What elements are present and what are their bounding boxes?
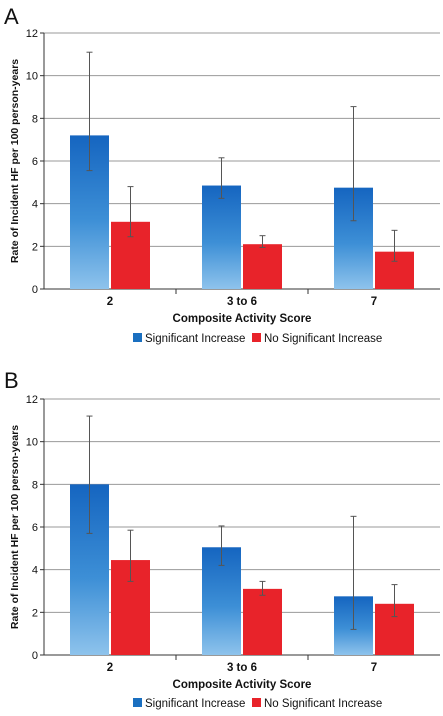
legend-label: Significant Increase bbox=[145, 698, 245, 710]
legend-swatch bbox=[133, 333, 142, 342]
x-axis-label: Composite Activity Score bbox=[173, 313, 312, 325]
category-label: 2 bbox=[107, 662, 113, 674]
category-label: 3 to 6 bbox=[227, 662, 257, 674]
y-tick-label: 4 bbox=[32, 199, 38, 211]
y-tick-label: 10 bbox=[26, 71, 38, 83]
y-axis-label: Rate of Incident HF per 100 person-years bbox=[9, 59, 21, 263]
y-tick-label: 12 bbox=[26, 28, 38, 40]
y-tick-label: 2 bbox=[32, 241, 38, 253]
legend-swatch bbox=[252, 698, 261, 707]
chart-panel-b: B 0 2 4 6 8 10 12 2 3 to 6 7 Rate of Incident HF pe… bbox=[4, 368, 440, 710]
legend: Significant Increase No Significant Incre… bbox=[133, 333, 382, 345]
y-tick-label: 12 bbox=[26, 394, 38, 406]
panel-letter: A bbox=[4, 4, 19, 29]
y-tick-label: 4 bbox=[32, 565, 38, 577]
bar-no-significant bbox=[243, 244, 282, 289]
legend-label: No Significant Increase bbox=[264, 698, 382, 710]
category-label: 3 to 6 bbox=[227, 296, 257, 308]
panel-letter: B bbox=[4, 368, 19, 393]
category-label: 2 bbox=[107, 296, 113, 308]
x-axis-label: Composite Activity Score bbox=[173, 679, 312, 691]
y-tick-label: 6 bbox=[32, 156, 38, 168]
legend-label: No Significant Increase bbox=[264, 333, 382, 345]
bar-no-significant bbox=[243, 588, 282, 655]
legend-label: Significant Increase bbox=[145, 333, 245, 345]
category-label: 7 bbox=[371, 296, 377, 308]
y-tick-label: 6 bbox=[32, 522, 38, 534]
chart-panel-a: A 0 2 4 6 8 10 12 2 3 to 6 7 Rate of Incident HF pe… bbox=[4, 4, 440, 345]
y-tick-label: 8 bbox=[32, 113, 38, 125]
y-tick-label: 10 bbox=[26, 437, 38, 449]
legend-swatch bbox=[252, 333, 261, 342]
bar-significant bbox=[202, 185, 241, 289]
category-label: 7 bbox=[371, 662, 377, 674]
y-tick-label: 0 bbox=[32, 284, 38, 296]
y-tick-label: 2 bbox=[32, 607, 38, 619]
legend-swatch bbox=[133, 698, 142, 707]
y-tick-label: 0 bbox=[32, 650, 38, 662]
y-axis-label: Rate of Incident HF per 100 person-years bbox=[9, 425, 21, 629]
legend: Significant Increase No Significant Incre… bbox=[133, 698, 382, 710]
y-tick-label: 8 bbox=[32, 479, 38, 491]
